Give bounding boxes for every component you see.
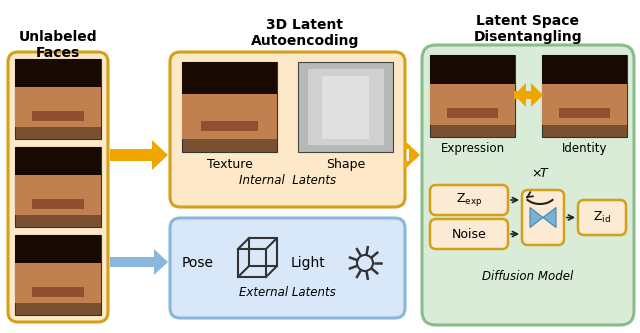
Bar — [15, 235, 101, 315]
Bar — [15, 235, 101, 269]
Bar — [430, 55, 515, 137]
Text: Latent Space
Disentangling: Latent Space Disentangling — [474, 14, 582, 44]
Bar — [238, 249, 266, 277]
Text: 3D Latent
Autoencoding: 3D Latent Autoencoding — [251, 18, 359, 48]
Polygon shape — [404, 140, 420, 170]
Bar — [32, 199, 84, 208]
Bar — [15, 263, 101, 303]
Polygon shape — [110, 249, 168, 275]
FancyBboxPatch shape — [422, 45, 634, 325]
Bar — [182, 94, 277, 139]
Bar — [447, 108, 498, 118]
Bar — [201, 121, 258, 131]
Bar — [15, 175, 101, 215]
Text: Expression: Expression — [440, 142, 504, 155]
FancyBboxPatch shape — [170, 218, 405, 318]
FancyBboxPatch shape — [8, 52, 108, 322]
Text: External Latents: External Latents — [239, 286, 336, 299]
Text: Internal  Latents: Internal Latents — [239, 174, 336, 187]
Bar — [559, 108, 610, 118]
Bar — [542, 84, 627, 125]
Text: Light: Light — [291, 256, 325, 270]
Text: Texture: Texture — [207, 158, 252, 171]
Bar — [15, 59, 101, 139]
Bar — [307, 69, 383, 145]
Bar — [15, 147, 101, 180]
Polygon shape — [543, 207, 556, 227]
Text: Noise: Noise — [452, 227, 486, 240]
Bar — [248, 238, 276, 266]
Bar — [322, 76, 369, 139]
Bar — [182, 62, 277, 152]
Text: Identity: Identity — [562, 142, 607, 155]
Bar — [430, 84, 515, 125]
Bar — [542, 55, 627, 137]
Bar — [430, 55, 515, 90]
Bar — [182, 62, 277, 100]
Bar — [298, 62, 393, 152]
Bar — [32, 287, 84, 297]
Text: Shape: Shape — [326, 158, 365, 171]
FancyBboxPatch shape — [578, 200, 626, 235]
Text: Unlabeled
Faces: Unlabeled Faces — [19, 30, 97, 60]
Bar — [15, 87, 101, 127]
Text: $\times\!\mathit{T}$: $\times\!\mathit{T}$ — [531, 167, 550, 180]
FancyBboxPatch shape — [430, 185, 508, 215]
Bar — [32, 111, 84, 121]
Polygon shape — [110, 140, 168, 170]
Text: Z$_{\rm exp}$: Z$_{\rm exp}$ — [456, 191, 482, 208]
Bar — [15, 59, 101, 93]
Text: Pose: Pose — [182, 256, 214, 270]
FancyBboxPatch shape — [522, 190, 564, 245]
Polygon shape — [521, 83, 543, 107]
Bar — [514, 91, 531, 99]
FancyBboxPatch shape — [170, 52, 405, 207]
Polygon shape — [514, 83, 536, 107]
Bar — [542, 55, 627, 90]
Polygon shape — [530, 207, 543, 227]
FancyBboxPatch shape — [430, 219, 508, 249]
Text: Z$_{\rm id}$: Z$_{\rm id}$ — [593, 210, 611, 225]
Text: Diffusion Model: Diffusion Model — [483, 270, 573, 283]
Bar — [15, 147, 101, 227]
